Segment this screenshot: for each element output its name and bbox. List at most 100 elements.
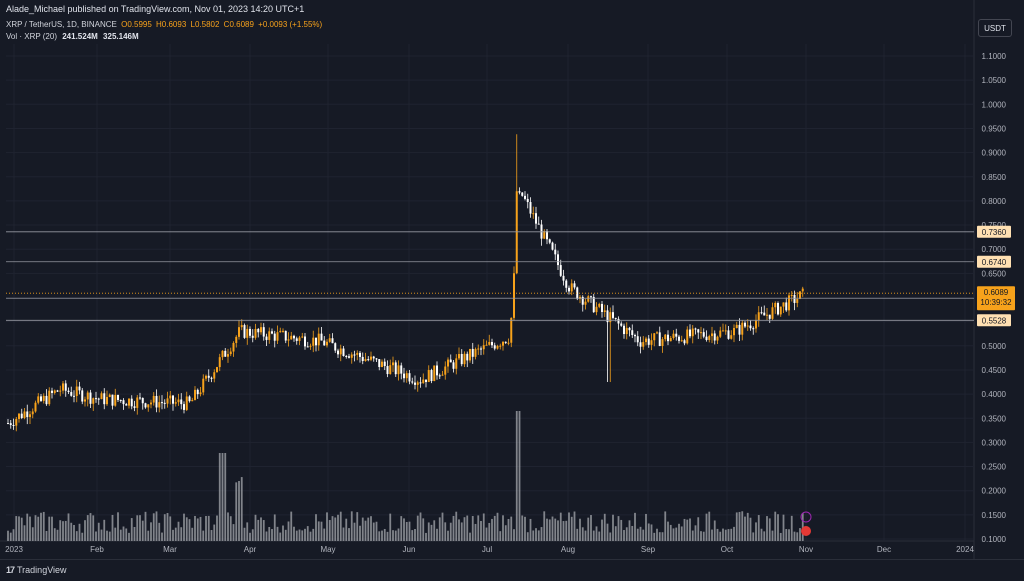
volume-bar (680, 526, 683, 541)
candle-body (427, 370, 430, 383)
candle-body (482, 345, 485, 350)
candle-body (397, 365, 400, 375)
volume-value: 241.524M (62, 32, 98, 41)
candle-body (45, 395, 48, 405)
candle-body (240, 325, 243, 328)
candle-body (317, 333, 320, 346)
volume-bar (474, 523, 477, 541)
candle-body (103, 393, 106, 405)
volume-bar (452, 515, 455, 541)
volume-bar (383, 528, 386, 541)
candle-body (202, 378, 205, 393)
volume-bar (304, 528, 306, 541)
candle-body (64, 383, 67, 391)
volume-bar (56, 529, 59, 541)
volume-bar (782, 514, 785, 541)
candle-body (59, 390, 62, 392)
candle-body (502, 341, 504, 346)
y-tick-label: 1.1000 (982, 52, 1007, 61)
candle-body (469, 348, 471, 361)
candle-body (370, 356, 372, 360)
candle-body (180, 399, 183, 405)
candle-body (381, 361, 383, 367)
candle-body (315, 337, 317, 346)
volume-bar (515, 411, 518, 541)
candle-body (568, 287, 570, 292)
volume-label[interactable]: Vol · XRP (20) (6, 32, 57, 41)
volume-bar (738, 511, 741, 541)
volume-bar (312, 528, 315, 541)
candle-body (389, 365, 392, 375)
candle-body (449, 359, 452, 363)
volume-bar (436, 528, 438, 541)
y-tick-label: 0.4500 (982, 366, 1007, 375)
candle-body (609, 312, 612, 323)
candle-body (760, 312, 763, 314)
currency-button[interactable]: USDT (978, 19, 1012, 37)
volume-bar (309, 531, 312, 541)
candle-body (81, 390, 84, 402)
volume-bar (656, 528, 658, 541)
candle-body (678, 336, 680, 341)
volume-bar (590, 515, 592, 541)
volume-bar (188, 519, 191, 541)
volume-bar (210, 530, 213, 541)
volume-bar (53, 528, 56, 541)
volume-bar (70, 522, 73, 541)
candle-body (306, 346, 309, 348)
candle-body (158, 402, 161, 408)
volume-bar (249, 532, 251, 541)
volume-bar (493, 515, 496, 541)
candle-body (403, 373, 405, 379)
footer: 17 TradingView (0, 559, 1024, 581)
volume-bar (678, 523, 680, 541)
candle-body (56, 390, 59, 392)
candle-body (279, 330, 282, 333)
candle-body (40, 396, 42, 401)
candle-body (216, 367, 218, 373)
candle-body (276, 332, 279, 341)
volume-bar (713, 520, 716, 541)
volume-bar (342, 527, 345, 541)
volume-bar (529, 518, 532, 541)
volume-bar (485, 527, 488, 541)
volume-bar (691, 530, 694, 541)
candle-body (603, 310, 606, 312)
volume-bar (51, 516, 53, 541)
y-tick-label: 0.3000 (982, 438, 1007, 447)
candle-body (359, 352, 361, 357)
tradingview-logo[interactable]: 17 TradingView (6, 565, 67, 575)
event-marker-icon (800, 511, 812, 523)
volume-bar (598, 531, 601, 541)
volume-bar (661, 532, 664, 541)
volume-bar (359, 525, 361, 541)
volume-bar (801, 512, 804, 541)
volume-bar (207, 515, 210, 541)
tradingview-logo-text: TradingView (17, 565, 67, 575)
candle-body (218, 357, 221, 368)
candle-body (172, 395, 174, 404)
candle-body (524, 195, 526, 199)
candle-body (7, 423, 9, 425)
change-value: +0.0093 (+1.55%) (258, 20, 323, 29)
y-tick-label: 0.7000 (982, 245, 1007, 254)
volume-bar (84, 520, 86, 541)
volume-bar (166, 512, 169, 541)
symbol-name[interactable]: XRP / TetherUS, 1D, BINANCE (6, 20, 117, 29)
candle-body (430, 370, 433, 382)
volume-bar (499, 531, 502, 541)
volume-bar (570, 516, 573, 541)
volume-bar (86, 515, 89, 541)
candle-body (625, 327, 628, 335)
candle-body (606, 310, 609, 323)
volume-bar (557, 520, 559, 541)
volume-bar (408, 521, 411, 541)
candle-body (48, 390, 51, 405)
volume-bar (139, 515, 141, 541)
candle-body (636, 336, 639, 343)
volume-bar (700, 531, 702, 541)
volume-bar (546, 518, 548, 541)
candle-body (570, 283, 573, 292)
candle-body (155, 395, 158, 408)
